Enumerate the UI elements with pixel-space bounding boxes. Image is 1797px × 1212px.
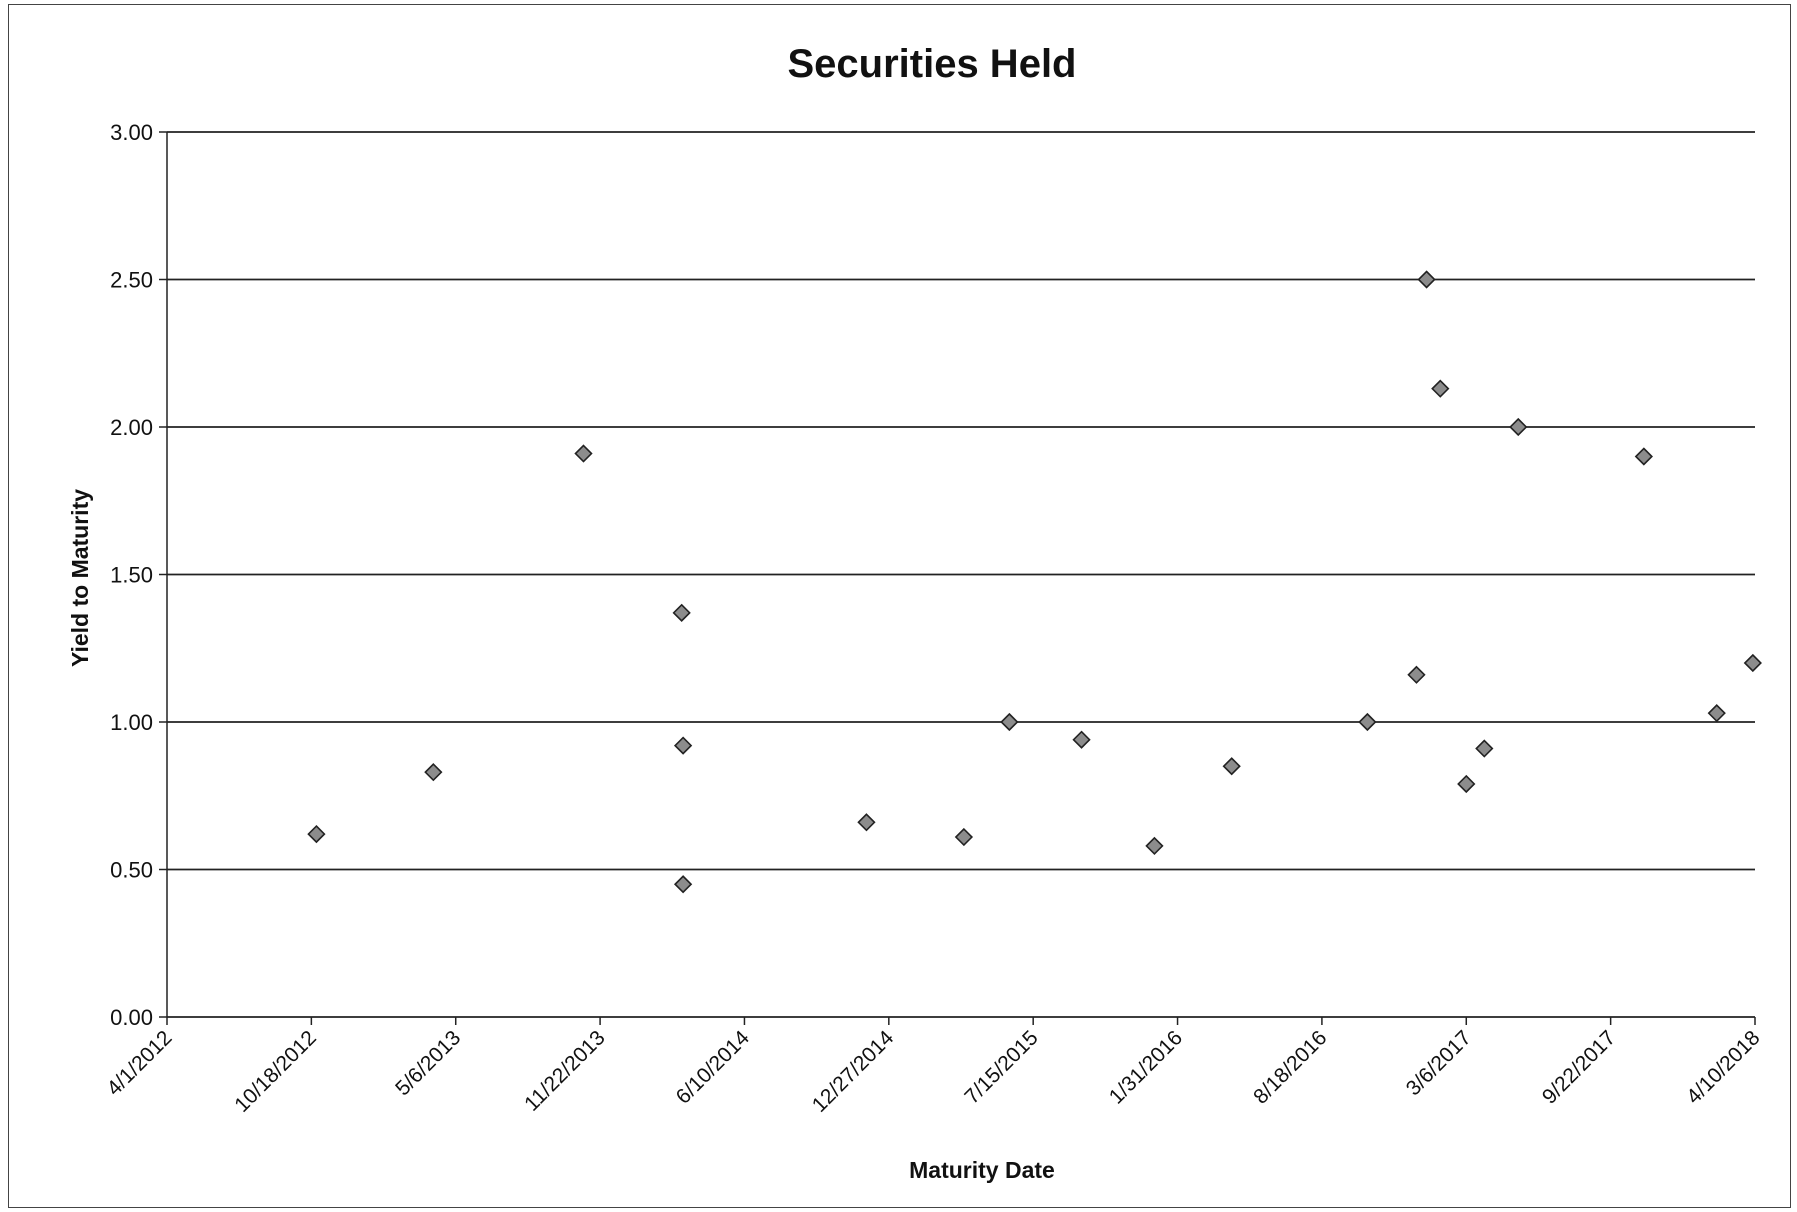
data-point: [424, 763, 443, 782]
x-tick-label: 12/27/2014: [808, 1026, 899, 1117]
x-tick-label: 9/22/2017: [1538, 1026, 1620, 1108]
x-tick-label: 5/6/2013: [391, 1026, 465, 1100]
x-axis-title: Maturity Date: [909, 1157, 1055, 1183]
y-tick-label: 1.50: [110, 563, 153, 588]
axes: [159, 131, 1756, 1025]
data-point: [857, 813, 876, 832]
y-tick-label: 2.50: [110, 268, 153, 293]
x-tick-label: 4/10/2018: [1682, 1026, 1764, 1108]
data-point: [1634, 447, 1653, 466]
data-point: [672, 603, 691, 622]
chart-frame: [8, 4, 1791, 1208]
data-point: [1457, 774, 1476, 794]
data-point: [1072, 730, 1091, 749]
x-tick-label: 7/15/2015: [960, 1026, 1042, 1108]
y-axis-title: Yield to Maturity: [67, 489, 93, 667]
y-tick-label: 0.00: [110, 1005, 153, 1030]
chart-title: Securities Held: [787, 42, 1076, 86]
data-point: [307, 824, 326, 844]
x-tick-label: 3/6/2017: [1402, 1026, 1476, 1100]
data-point: [1509, 417, 1528, 437]
data-point: [1222, 757, 1241, 776]
x-tick-labels: 4/1/2012 10/18/2012 5/6/2013 11/22/2013 6/10…: [102, 1026, 1764, 1117]
data-point: [1145, 836, 1164, 856]
x-tick-label: 1/31/2016: [1105, 1026, 1187, 1108]
data-point: [673, 875, 693, 894]
gridlines: [167, 131, 1755, 871]
data-point: [1417, 270, 1436, 289]
x-tick-label: 11/22/2013: [520, 1026, 609, 1115]
data-point: [1707, 704, 1726, 723]
x-tick-label: 10/18/2012: [230, 1026, 321, 1117]
data-point: [1000, 712, 1019, 732]
y-tick-label: 3.00: [110, 120, 153, 145]
data-point: [1407, 665, 1426, 684]
x-tick-label: 8/18/2016: [1249, 1026, 1331, 1108]
x-tick-label: 4/1/2012: [102, 1026, 176, 1100]
y-tick-label: 1.00: [110, 710, 153, 735]
data-point: [954, 827, 974, 847]
data-point: [1358, 712, 1377, 732]
data-point: [1475, 739, 1494, 758]
data-point: [1743, 653, 1762, 673]
x-tick-label: 6/10/2014: [672, 1026, 755, 1109]
y-tick-label: 2.00: [110, 415, 153, 440]
y-tick-labels: 0.00 0.50 1.00 1.50 2.00 2.50 3.00: [110, 120, 153, 1030]
data-point: [574, 444, 593, 463]
data-point: [1431, 379, 1450, 398]
data-point: [673, 736, 693, 755]
data-points: [307, 270, 1762, 894]
y-tick-label: 0.50: [110, 858, 153, 883]
